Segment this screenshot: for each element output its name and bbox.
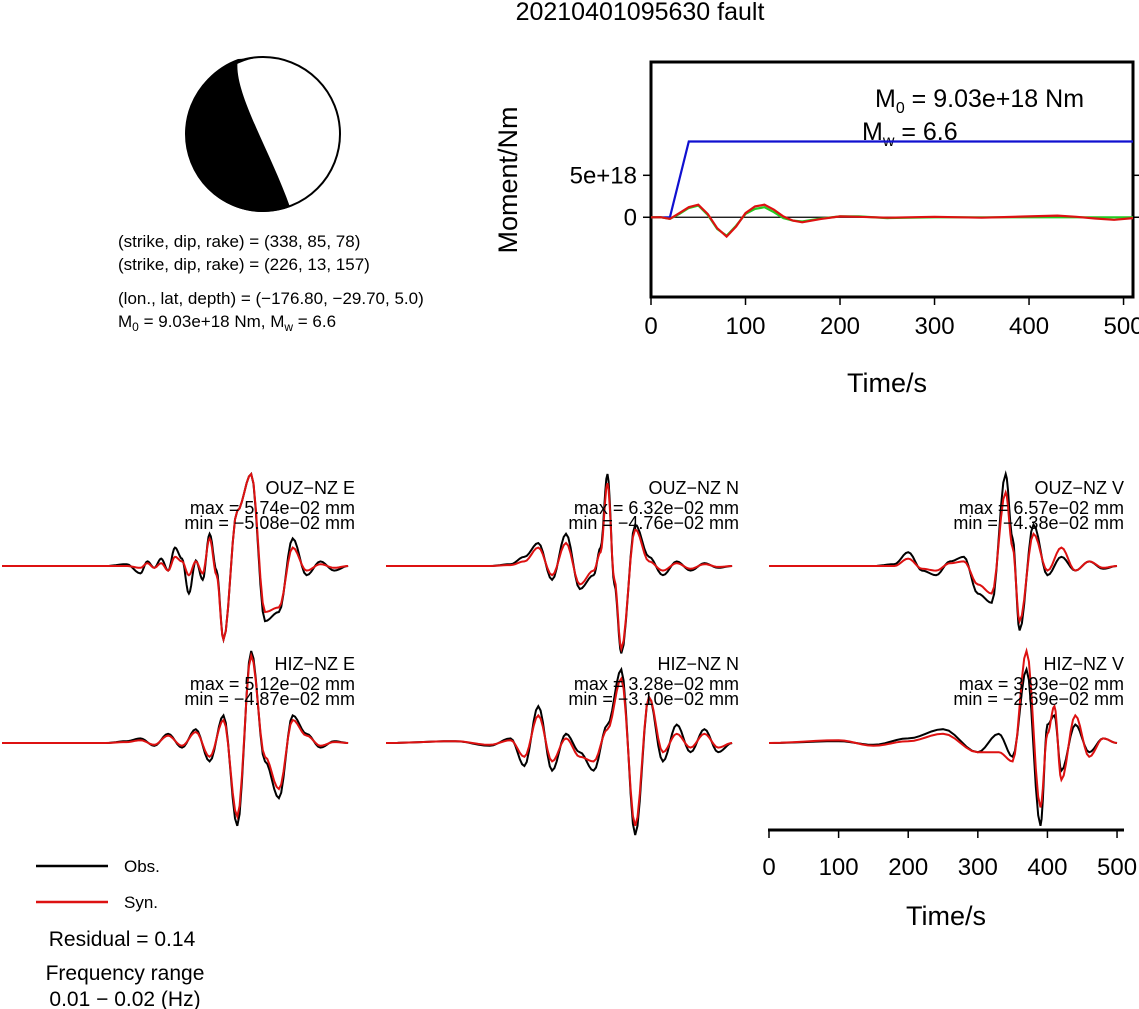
waveform-time-axis: Time/s 0 100 200 300 400 500 [762,828,1137,931]
residual-label: Residual = 0.14 [49,928,196,951]
moment-xtick-label: 500 [1104,313,1139,340]
waveform-min-label: min = −2.69e−02 mm [953,689,1124,709]
moment-m0-label: M0 = 9.03e+18 Nm [875,85,1084,117]
moment-xlabel: Time/s [847,368,927,398]
beachball [185,56,341,212]
waveform-min-label: min = −3.10e−02 mm [568,689,739,709]
moment-series-1 [650,204,1133,238]
waveform-station-label: HIZ−NZ E [274,654,355,674]
moment-series-2 [650,203,1134,239]
waveform-max-label: max = 3.28e−02 mm [574,674,739,694]
moment-xtick-label: 100 [725,313,765,340]
moment-mw-label: Mw = 6.6 [862,118,958,150]
waveform-observed [2,471,349,644]
beachball-compressional [185,59,290,212]
waveform-max-label: max = 5.12e−02 mm [190,674,355,694]
frequency-label: Frequency range [46,962,205,985]
moment-ylabel: Moment/Nm [493,106,523,253]
waveform-min-label: min = −4.38e−02 mm [953,513,1124,533]
moment-xtick-label: 400 [1009,313,1049,340]
waveform-xlabel: Time/s [906,901,986,931]
moment-plot: M0 = 9.03e+18 Nm Mw = 6.6 Moment/Nm Time… [493,60,1139,398]
waveform-xtick-label: 0 [762,854,775,881]
waveform-max-label: max = 6.32e−02 mm [574,498,739,518]
waveform-xtick-label: 100 [819,854,859,881]
legend-obs-label: Obs. [124,857,160,876]
waveform-xtick-label: 200 [888,854,928,881]
moment-xtick-label: 0 [644,313,657,340]
moment-xtick-label: 200 [820,313,860,340]
waveform-min-label: min = −4.87e−02 mm [184,689,355,709]
waveform-synthetic [768,647,1118,808]
waveform-observed [768,666,1118,827]
waveform-observed [2,650,349,827]
waveform-max-label: max = 3.93e−02 mm [959,674,1124,694]
legend: Obs. Syn. [36,857,160,912]
beachball-small-wedge [233,56,276,66]
moment-series-0 [651,140,1133,219]
legend-syn-label: Syn. [124,893,158,912]
waveform-station-label: HIZ−NZ N [657,654,739,674]
waveform-min-label: min = −4.76e−02 mm [568,513,739,533]
waveform-min-label: min = −5.08e−02 mm [184,513,355,533]
waveform-station-label: HIZ−NZ V [1043,654,1124,674]
waveform-max-label: max = 6.57e−02 mm [959,498,1124,518]
nodal-plane-2: (strike, dip, rake) = (226, 13, 157) [118,255,370,274]
waveform-synthetic [2,471,349,644]
moment-xtick-label: 300 [915,313,955,340]
frequency-value: 0.01 − 0.02 (Hz) [49,988,200,1009]
source-info: (strike, dip, rake) = (338, 85, 78) (str… [118,232,424,334]
moment-plot-frame [649,60,1135,299]
waveform-station-label: OUZ−NZ N [648,478,739,498]
waveform-synthetic [386,482,733,653]
waveform-station-label: OUZ−NZ E [265,478,355,498]
waveform-synthetic [385,676,733,827]
moment-ytick-label: 0 [624,204,637,231]
waveform-xtick-label: 500 [1097,854,1137,881]
waveform-max-label: max = 5.74e−02 mm [190,498,355,518]
waveform-synthetic [769,489,1118,625]
waveform-synthetic [2,651,349,821]
moment-summary: M0 = 9.03e+18 Nm, Mw = 6.6 [118,312,336,334]
nodal-plane-1: (strike, dip, rake) = (338, 85, 78) [118,232,360,251]
waveform-xtick-label: 400 [1027,854,1067,881]
moment-ytick-label: 5e+18 [570,162,637,189]
figure-title: 20210401095630 fault [516,0,765,26]
waveform-xtick-label: 300 [958,854,998,881]
waveform-station-label: OUZ−NZ V [1034,478,1124,498]
hypocenter: (lon., lat, depth) = (−176.80, −29.70, 5… [118,289,424,308]
